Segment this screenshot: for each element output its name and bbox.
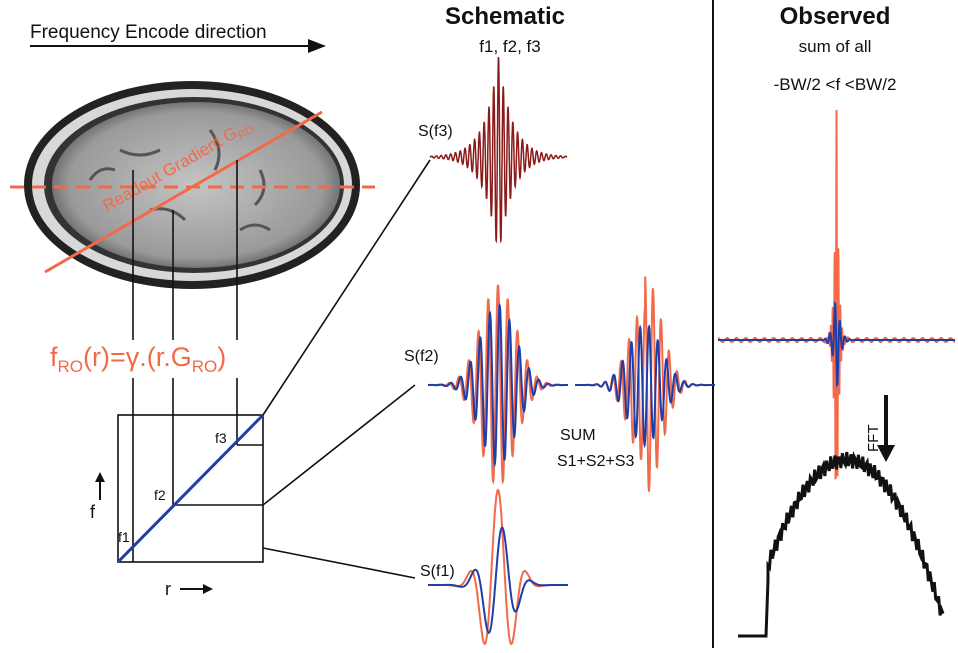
spectrum (738, 452, 943, 636)
observed-title: Observed (780, 3, 891, 30)
formula-end: ) (217, 342, 226, 372)
f3-label: f3 (215, 430, 227, 446)
f2-label: f2 (154, 487, 166, 503)
formula-sub: RO (58, 357, 84, 376)
sum-label: SUM (560, 427, 596, 444)
observed-subtitle: sum of all (799, 37, 872, 56)
formula-mid: (r)=γ.(r.G (83, 342, 192, 372)
f1-label: f1 (118, 529, 130, 545)
formula: fRO(r)=γ.(r.GRO) (50, 342, 226, 376)
r-axis-label: r (165, 579, 171, 599)
schematic-subtitle: f1, f2, f3 (479, 37, 540, 56)
s3-label: S(f3) (418, 123, 453, 140)
arrow-head (95, 472, 105, 482)
s2-label: S(f2) (404, 348, 439, 365)
f-axis-label: f (90, 502, 96, 522)
s3-wave (430, 57, 567, 241)
arrow-head (308, 39, 326, 53)
schematic-title: Schematic (445, 3, 565, 30)
s1-label: S(f1) (420, 563, 455, 580)
diagonal (118, 415, 263, 562)
waveforms (428, 57, 955, 644)
sum-wave-blue (575, 327, 715, 445)
direction-label: Frequency Encode direction (30, 22, 267, 43)
bandwidth-label: -BW/2 <f <BW/2 (774, 75, 897, 94)
figure: Frequency Encode direction Readout Gradi… (0, 0, 958, 648)
s1-wave-blue (428, 528, 568, 633)
arrow-head (877, 445, 895, 462)
formula-sub: RO (192, 357, 218, 376)
observed-blue (718, 304, 955, 385)
arrow-head (203, 584, 213, 594)
s2-wave-blue (428, 305, 568, 463)
sum-formula: S1+S2+S3 (557, 453, 635, 470)
observed-red (718, 110, 955, 478)
